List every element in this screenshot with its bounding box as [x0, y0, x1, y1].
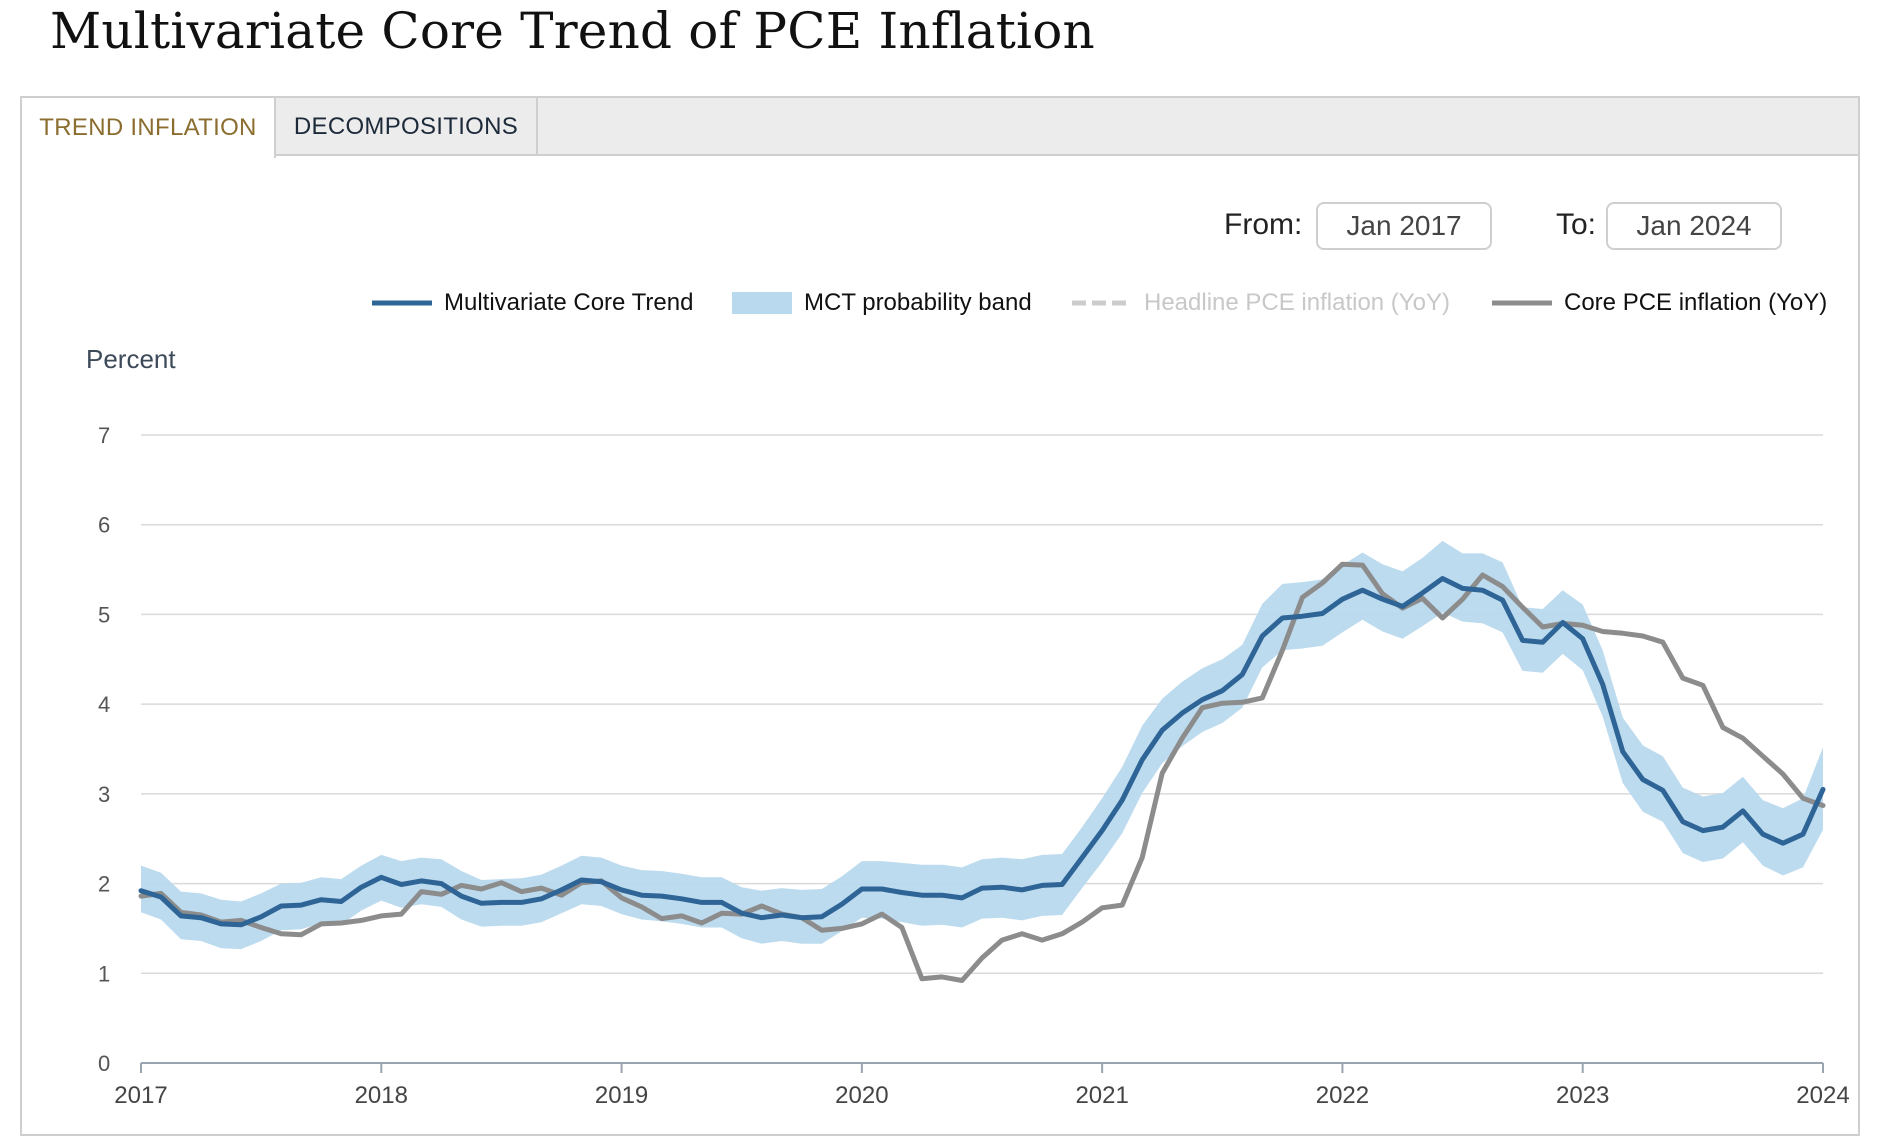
- legend-swatch-core: [1492, 300, 1552, 306]
- core-pce-line: [138, 561, 1826, 983]
- y-tick-label: 4: [98, 692, 110, 717]
- to-date-input[interactable]: Jan 2024: [1606, 202, 1782, 250]
- legend-label-core: Core PCE inflation (YoY): [1564, 289, 1828, 316]
- x-tick-label: 2019: [595, 1082, 648, 1109]
- y-tick-label: 6: [98, 513, 110, 538]
- x-tick-label: 2020: [835, 1082, 888, 1109]
- y-tick-label: 0: [98, 1051, 110, 1076]
- tab-bar: TREND INFLATION DECOMPOSITIONS: [22, 98, 1858, 158]
- x-tick-label: 2021: [1075, 1082, 1128, 1109]
- legend-item-mct[interactable]: Multivariate Core Trend: [372, 288, 693, 318]
- legend-item-headline[interactable]: Headline PCE inflation (YoY): [1072, 288, 1450, 318]
- legend-label-band: MCT probability band: [804, 289, 1032, 316]
- x-tick-label: 2018: [355, 1082, 408, 1109]
- legend-item-core[interactable]: Core PCE inflation (YoY): [1492, 288, 1827, 318]
- series-lines-layer: [138, 561, 1826, 983]
- x-tick-label: 2017: [114, 1082, 167, 1109]
- y-tick-label: 2: [98, 872, 110, 897]
- page-title: Multivariate Core Trend of PCE Inflation: [50, 2, 1095, 60]
- tab-decompositions[interactable]: DECOMPOSITIONS: [276, 98, 538, 156]
- legend-swatch-band: [732, 292, 792, 314]
- mct-probability-band: [141, 540, 1823, 950]
- x-tick-label: 2023: [1556, 1082, 1609, 1109]
- legend-swatch-headline: [1072, 300, 1132, 306]
- tab-trend-inflation[interactable]: TREND INFLATION: [22, 98, 276, 158]
- legend-label-headline: Headline PCE inflation (YoY): [1144, 289, 1450, 316]
- y-tick-label: 5: [98, 602, 110, 627]
- y-tick-label: 1: [98, 961, 110, 986]
- axes-layer: 0 1 2 3 4 5 6 7 2017 2018 2019 2020 2021 2022 2023 2024: [98, 423, 1850, 1109]
- y-axis-title: Percent: [86, 344, 176, 374]
- legend-item-band[interactable]: MCT probability band: [732, 288, 1032, 318]
- to-label: To:: [1556, 208, 1597, 241]
- probability-band-layer: [141, 540, 1823, 950]
- x-tick-label: 2022: [1316, 1082, 1369, 1109]
- from-date-input[interactable]: Jan 2017: [1316, 202, 1492, 250]
- from-label: From:: [1224, 208, 1303, 241]
- y-tick-label: 7: [98, 423, 110, 448]
- y-tick-label: 3: [98, 782, 110, 807]
- legend-swatch-mct: [372, 300, 432, 306]
- gridlines: [141, 434, 1823, 975]
- legend-label-mct: Multivariate Core Trend: [444, 289, 694, 316]
- mct-line: [138, 576, 1826, 928]
- x-tick-label: 2024: [1796, 1082, 1849, 1109]
